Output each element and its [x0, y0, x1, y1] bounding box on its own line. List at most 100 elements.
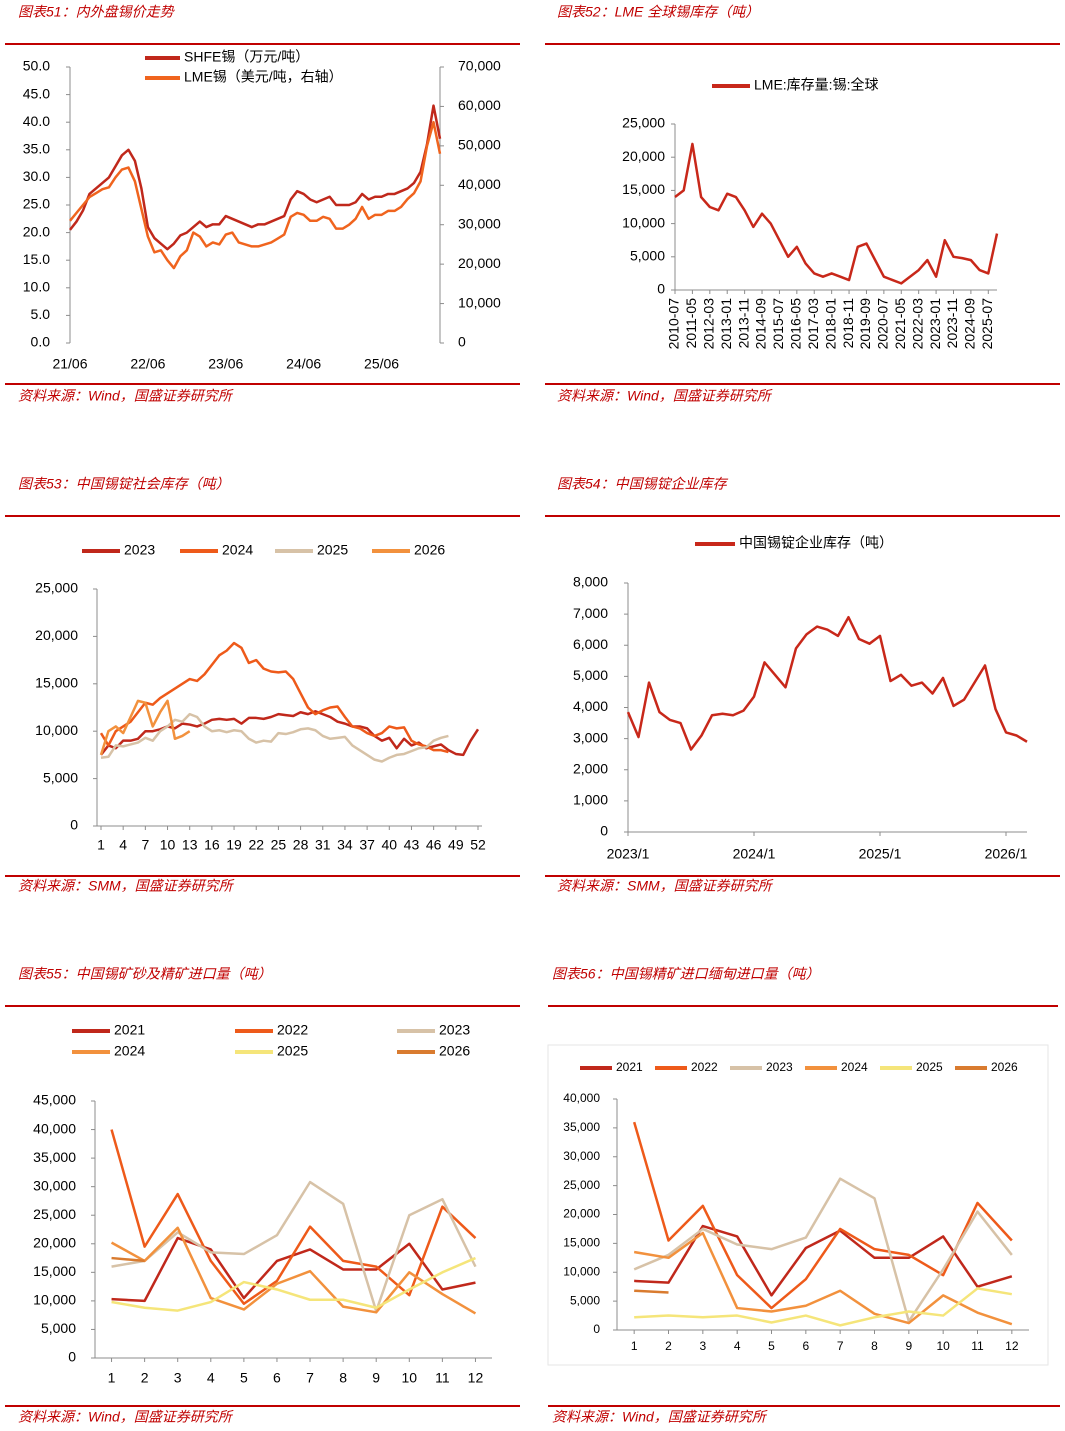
legend-label: 2025 — [317, 542, 348, 558]
legend-label: LME锡（美元/吨，右轴） — [184, 69, 343, 85]
x-tick-label: 11 — [971, 1339, 984, 1353]
y-tick-label: 5.0 — [31, 306, 51, 322]
y-tick-label: 25.0 — [23, 196, 50, 212]
x-tick-label: 2 — [141, 1370, 149, 1386]
y-tick-label: 3,000 — [573, 729, 608, 745]
x-tick-label: 34 — [337, 837, 353, 853]
y-tick-label: 0 — [657, 281, 665, 297]
y-tick-label: 1,000 — [573, 792, 608, 808]
y-tick-label: 15,000 — [563, 1236, 600, 1250]
figure-caption: 图表52：LME 全球锡库存（吨） — [557, 4, 759, 20]
x-tick-label: 10 — [160, 837, 176, 853]
x-tick-label: 22/06 — [130, 356, 165, 372]
figure-source: 资料来源：Wind，国盛证券研究所 — [557, 388, 773, 404]
x-tick-label: 1 — [108, 1370, 116, 1386]
legend-label: 2022 — [277, 1022, 308, 1038]
x-tick-label: 2017-03 — [805, 298, 821, 350]
x-tick-label: 7 — [306, 1370, 314, 1386]
x-tick-label: 21/06 — [52, 356, 87, 372]
legend-label: 2023 — [124, 542, 155, 558]
y2-tick-label: 10,000 — [458, 294, 501, 310]
y2-tick-label: 40,000 — [458, 176, 501, 192]
figure-caption: 图表53：中国锡锭社会库存（吨） — [18, 476, 230, 492]
series-line — [111, 1256, 145, 1263]
legend-label: 2021 — [616, 1060, 643, 1074]
figure-source: 资料来源：Wind，国盛证券研究所 — [552, 1409, 768, 1425]
y-tick-label: 30.0 — [23, 168, 50, 184]
x-tick-label: 5 — [768, 1339, 775, 1353]
x-tick-label: 52 — [470, 837, 486, 853]
y-tick-label: 6,000 — [573, 636, 608, 652]
x-tick-label: 13 — [182, 837, 198, 853]
y2-tick-label: 30,000 — [458, 215, 501, 231]
x-tick-label: 5 — [240, 1370, 248, 1386]
x-tick-label: 2021-05 — [892, 298, 908, 350]
x-tick-label: 49 — [448, 837, 464, 853]
y-tick-label: 20,000 — [622, 148, 665, 164]
y-tick-label: 5,000 — [630, 248, 665, 264]
y2-tick-label: 50,000 — [458, 137, 501, 153]
y-tick-label: 20.0 — [23, 223, 50, 239]
legend-label: 2026 — [439, 1043, 470, 1059]
y-tick-label: 40,000 — [563, 1091, 600, 1105]
y-tick-label: 15,000 — [35, 675, 78, 691]
y-tick-label: 5,000 — [570, 1293, 600, 1307]
x-tick-label: 22 — [248, 837, 264, 853]
x-tick-label: 1 — [97, 837, 105, 853]
legend-label: 2024 — [222, 542, 253, 558]
legend-label: 中国锡锭企业库存（吨） — [739, 535, 893, 551]
x-tick-label: 8 — [871, 1339, 878, 1353]
x-tick-label: 2015-07 — [770, 298, 786, 350]
figure-source: 资料来源：SMM，国盛证券研究所 — [18, 878, 235, 894]
y-tick-label: 15,000 — [622, 181, 665, 197]
y-tick-label: 25,000 — [622, 115, 665, 131]
figure-source: 资料来源：Wind，国盛证券研究所 — [18, 1409, 234, 1425]
figure-source: 资料来源：Wind，国盛证券研究所 — [18, 388, 234, 404]
x-tick-label: 9 — [905, 1339, 912, 1353]
x-tick-label: 2024/1 — [733, 846, 776, 862]
figure-caption: 图表51：内外盘锡价走势 — [18, 4, 176, 20]
x-tick-label: 2018-01 — [822, 298, 838, 350]
x-tick-label: 2023/1 — [607, 846, 650, 862]
y2-tick-label: 0 — [458, 334, 466, 350]
y-tick-label: 10.0 — [23, 279, 50, 295]
y-tick-label: 0 — [68, 1349, 76, 1365]
legend-label: 2026 — [991, 1060, 1018, 1074]
y-tick-label: 40.0 — [23, 113, 50, 129]
x-tick-label: 6 — [273, 1370, 281, 1386]
x-tick-label: 12 — [1005, 1339, 1019, 1353]
series-line — [111, 1180, 477, 1313]
legend-label: 2023 — [766, 1060, 793, 1074]
y-tick-label: 0 — [600, 823, 608, 839]
series-line — [100, 712, 449, 763]
legend-label: 2025 — [277, 1043, 308, 1059]
y-tick-label: 10,000 — [563, 1264, 600, 1278]
x-tick-label: 2013-11 — [735, 298, 751, 349]
y-tick-label: 5,000 — [573, 667, 608, 683]
y-tick-label: 45,000 — [33, 1092, 76, 1108]
y-tick-label: 35.0 — [23, 141, 50, 157]
x-tick-label: 9 — [372, 1370, 380, 1386]
x-tick-label: 2022-03 — [909, 298, 925, 350]
x-tick-label: 2014-09 — [753, 298, 769, 350]
y2-tick-label: 20,000 — [458, 255, 501, 271]
y-tick-label: 30,000 — [33, 1177, 76, 1193]
x-tick-label: 10 — [936, 1339, 950, 1353]
x-tick-label: 25/06 — [364, 356, 399, 372]
x-tick-label: 2013-01 — [718, 298, 734, 350]
series-line — [111, 1256, 476, 1312]
y-tick-label: 15.0 — [23, 251, 50, 267]
x-tick-label: 31 — [315, 837, 331, 853]
x-tick-label: 2011-05 — [683, 298, 699, 349]
x-tick-label: 2020-07 — [875, 298, 891, 350]
y-tick-label: 2,000 — [573, 760, 608, 776]
legend-label: 2024 — [841, 1060, 868, 1074]
x-tick-label: 2010-07 — [666, 298, 682, 350]
x-tick-label: 4 — [119, 837, 127, 853]
y-tick-label: 20,000 — [35, 627, 78, 643]
x-tick-label: 2025-07 — [979, 298, 995, 350]
x-tick-label: 25 — [271, 837, 287, 853]
y-tick-label: 15,000 — [33, 1263, 76, 1279]
figure-caption: 图表55：中国锡矿砂及精矿进口量（吨） — [18, 966, 272, 982]
series-line — [111, 1236, 476, 1303]
